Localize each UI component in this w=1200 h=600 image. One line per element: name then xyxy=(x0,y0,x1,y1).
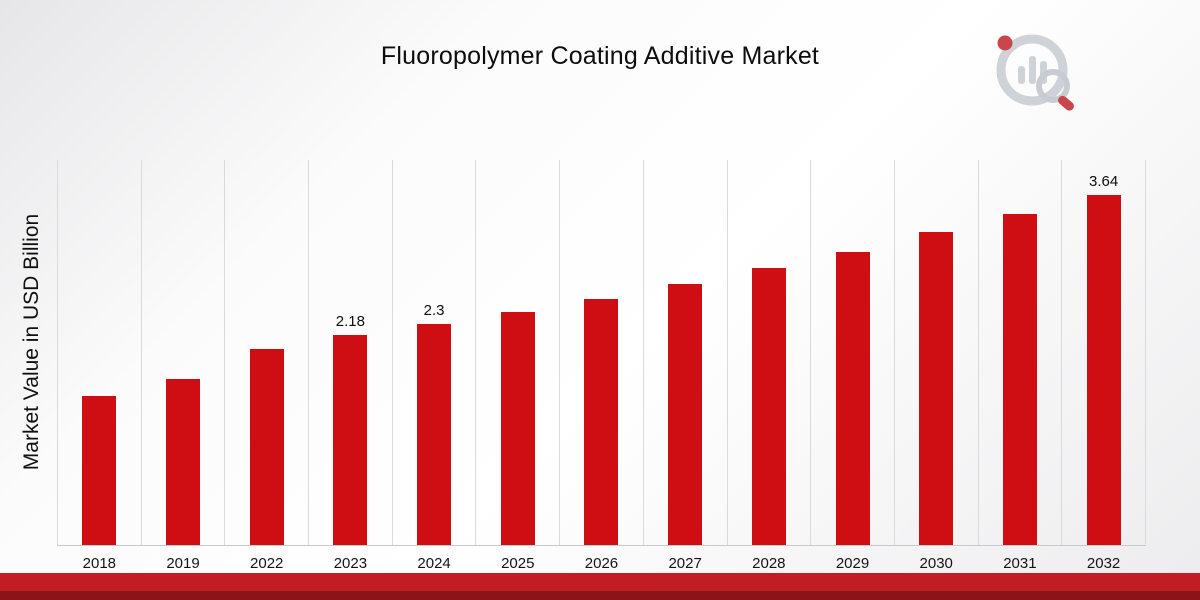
logo-graphic xyxy=(996,34,1074,111)
bar xyxy=(1002,213,1037,545)
x-tick-label: 2026 xyxy=(584,555,619,572)
category-cell: 2018 xyxy=(57,160,141,572)
bar xyxy=(919,232,954,545)
bar xyxy=(584,298,619,545)
x-tick-label: 2028 xyxy=(752,555,786,572)
x-tick-label: 2030 xyxy=(919,555,953,572)
category-cell: 2019 xyxy=(140,160,225,572)
x-tick-label: 2031 xyxy=(1003,555,1037,572)
bar xyxy=(417,323,452,545)
category-cell: 2.18 2023 xyxy=(308,160,392,572)
category-cell: 3.64 2032 xyxy=(1061,160,1145,572)
x-tick-label: 2029 xyxy=(835,555,870,572)
x-tick-label: 2032 xyxy=(1086,555,1121,572)
y-axis-label: Market Value in USD Billion xyxy=(20,213,43,471)
x-tick-label: 2019 xyxy=(166,555,200,572)
bar xyxy=(333,335,368,545)
x-tick-label: 2018 xyxy=(82,555,117,572)
bar xyxy=(500,312,535,545)
bar-value-label: 3.64 xyxy=(1088,172,1119,190)
category-cell: 2030 xyxy=(893,160,978,572)
category-cell: 2031 xyxy=(977,160,1062,572)
category-cell: 2022 xyxy=(224,160,308,572)
category-cell: 2028 xyxy=(726,160,811,572)
category-cell: 2025 xyxy=(475,160,559,572)
bar xyxy=(668,284,703,545)
bar xyxy=(835,252,870,545)
bar xyxy=(249,348,284,545)
bar xyxy=(751,267,786,545)
footer-strip-dark xyxy=(0,591,1200,600)
x-tick-label: 2024 xyxy=(417,555,451,572)
category-cell: 2027 xyxy=(642,160,727,572)
bar-value-label: 2.3 xyxy=(423,301,445,319)
bar xyxy=(166,379,201,545)
x-tick-label: 2023 xyxy=(333,555,368,572)
bar xyxy=(82,395,117,545)
bar-value-label: 2.18 xyxy=(335,313,365,331)
market-research-logo xyxy=(990,28,1082,116)
category-cell: 2029 xyxy=(810,160,894,572)
plot-area: 2018 2019 2022 2.18 2023 2.3 2024 2025 2026 2027 2… xyxy=(57,160,1146,572)
footer-strip-light xyxy=(0,573,1200,591)
footer-banner xyxy=(0,573,1200,600)
x-tick-label: 2025 xyxy=(501,555,535,572)
category-cell: 2026 xyxy=(559,160,643,572)
x-tick-label: 2027 xyxy=(668,555,702,572)
bar xyxy=(1086,194,1121,545)
x-tick-label: 2022 xyxy=(250,555,284,572)
chart-title: Fluoropolymer Coating Additive Market xyxy=(380,42,820,70)
category-cell: 2.3 2024 xyxy=(391,160,476,572)
